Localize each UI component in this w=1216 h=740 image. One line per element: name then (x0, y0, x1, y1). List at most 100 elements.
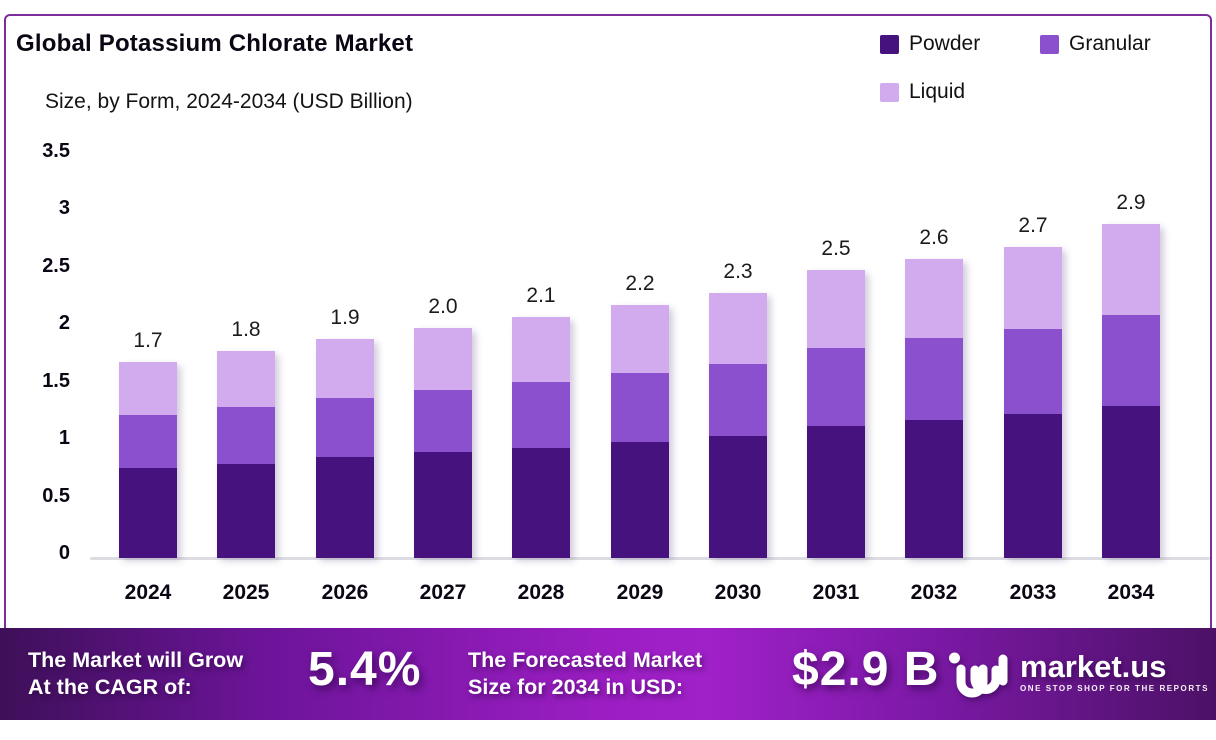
bar-total-label-2033: 2.7 (1018, 214, 1048, 237)
x-axis-label-2033: 2033 (1009, 581, 1057, 604)
stacked-bar-2024 (119, 362, 177, 558)
bar-segment-liquid-2027 (414, 328, 472, 391)
legend-row-2: Liquid (880, 80, 1200, 104)
stacked-bar-2026 (316, 339, 374, 558)
bar-segment-liquid-2033 (1004, 247, 1062, 329)
forecast-caption-line1: The Forecasted Market (468, 648, 703, 672)
bar-total-label-2031: 2.5 (821, 237, 851, 260)
bar-total-label-2029: 2.2 (625, 272, 655, 295)
y-axis-tick-label: 1.5 (42, 369, 70, 392)
bar-total-label-2025: 1.8 (231, 318, 261, 341)
bar-segment-granular-2030 (709, 364, 767, 436)
marketus-logo-name: market.us (1020, 648, 1167, 684)
cagr-caption: The Market will Grow At the CAGR of: (28, 647, 243, 701)
forecast-value: $2.9 B (792, 643, 940, 696)
bar-segment-powder-2033 (1004, 413, 1062, 558)
bar-segment-granular-2026 (316, 397, 374, 458)
stacked-bar-2028 (512, 317, 570, 559)
bar-segment-granular-2027 (414, 390, 472, 453)
x-axis-line (90, 557, 1210, 560)
y-axis-tick-label: 3 (58, 197, 70, 219)
bar-segment-granular-2034 (1102, 314, 1160, 406)
bar-segment-liquid-2028 (512, 317, 570, 383)
bar-segment-liquid-2026 (316, 339, 374, 398)
y-axis-tick-label: 3.5 (42, 139, 70, 162)
marketus-logo-tagline: ONE STOP SHOP FOR THE REPORTS (1020, 683, 1209, 693)
cagr-value: 5.4% (308, 643, 422, 696)
chart-title: Global Potassium Chlorate Market (16, 30, 414, 57)
stacked-bar-chart: 3.5 3 2.5 2 1.5 1 0.5 0 1.7 2024 1.8 2025 1.9 2026 2.0… (42, 139, 1210, 604)
bar-segment-liquid-2034 (1102, 224, 1160, 315)
legend-row-1: Powder Granular (880, 32, 1200, 56)
cagr-caption-line2: At the CAGR of: (28, 675, 192, 699)
cagr-caption-line1: The Market will Grow (28, 648, 244, 672)
bar-segment-powder-2032 (905, 419, 963, 558)
powder-swatch-icon (880, 34, 899, 54)
bar-segment-liquid-2024 (119, 362, 177, 415)
x-axis-label-2032: 2032 (910, 581, 958, 604)
bar-segment-liquid-2030 (709, 293, 767, 365)
bar-segment-powder-2031 (807, 426, 865, 558)
bar-segment-liquid-2029 (611, 305, 669, 373)
bar-segment-granular-2024 (119, 414, 177, 468)
stacked-bar-2031 (807, 270, 865, 558)
y-axis-tick-label: 0.5 (42, 484, 70, 507)
bar-segment-granular-2032 (905, 338, 963, 420)
x-axis-label-2030: 2030 (714, 581, 762, 604)
legend-item-granular: Granular (1040, 32, 1200, 56)
bar-segment-liquid-2025 (217, 351, 275, 408)
x-axis-label-2027: 2027 (419, 581, 467, 604)
marketus-logo: market.us ONE STOP SHOP FOR THE REPORTS (948, 646, 1209, 698)
bar-segment-powder-2030 (709, 435, 767, 558)
bar-segment-granular-2029 (611, 372, 669, 442)
footer-banner: The Market will Grow At the CAGR of: 5.4… (0, 628, 1216, 720)
stacked-bar-2029 (611, 305, 669, 558)
bar-segment-liquid-2032 (905, 259, 963, 339)
x-axis-label-2029: 2029 (616, 581, 664, 604)
bar-segment-liquid-2031 (807, 270, 865, 349)
bar-segment-granular-2033 (1004, 328, 1062, 414)
x-axis-label-2025: 2025 (222, 581, 270, 604)
bar-segment-powder-2024 (119, 467, 177, 558)
legend: Powder Granular Liquid (880, 32, 1200, 128)
granular-swatch-icon (1040, 34, 1059, 54)
bar-total-label-2024: 1.7 (133, 329, 163, 352)
liquid-swatch-icon (880, 82, 899, 102)
bar-segment-powder-2025 (217, 463, 275, 558)
x-axis-label-2034: 2034 (1107, 581, 1155, 604)
x-axis-label-2026: 2026 (321, 581, 369, 604)
bar-total-label-2030: 2.3 (723, 260, 753, 283)
x-axis-label-2024: 2024 (124, 581, 172, 604)
y-axis-tick-label: 2.5 (42, 254, 70, 277)
y-axis-tick-label: 1 (58, 427, 70, 449)
forecast-caption-line2: Size for 2034 in USD: (468, 675, 684, 699)
stacked-bar-2032 (905, 259, 963, 558)
x-axis-label-2028: 2028 (517, 581, 565, 604)
bar-segment-powder-2029 (611, 441, 669, 558)
legend-label: Granular (1069, 32, 1151, 55)
y-axis-tick-label: 0 (58, 542, 70, 564)
bar-segment-granular-2031 (807, 348, 865, 427)
forecast-caption: The Forecasted Market Size for 2034 in U… (468, 647, 702, 701)
bar-segment-powder-2026 (316, 457, 374, 558)
marketus-logo-text: market.us ONE STOP SHOP FOR THE REPORTS (1020, 648, 1209, 693)
bar-segment-granular-2025 (217, 407, 275, 464)
chart-subtitle: Size, by Form, 2024-2034 (USD Billion) (45, 90, 413, 113)
bar-total-label-2032: 2.6 (919, 226, 949, 249)
bar-segment-powder-2034 (1102, 405, 1160, 558)
stacked-bar-2030 (709, 293, 767, 558)
legend-label: Powder (909, 32, 981, 55)
bar-total-label-2026: 1.9 (330, 306, 360, 329)
bar-total-label-2027: 2.0 (428, 295, 458, 318)
stacked-bar-2033 (1004, 247, 1062, 558)
legend-label: Liquid (909, 80, 966, 103)
x-axis-label-2031: 2031 (812, 581, 860, 604)
y-axis-tick-label: 2 (58, 312, 70, 334)
stacked-bar-2025 (217, 351, 275, 558)
legend-item-liquid: Liquid (880, 80, 1045, 104)
bar-total-label-2034: 2.9 (1116, 191, 1146, 214)
stacked-bar-2034 (1102, 224, 1160, 558)
legend-item-powder: Powder (880, 32, 1040, 56)
bar-segment-powder-2027 (414, 452, 472, 558)
